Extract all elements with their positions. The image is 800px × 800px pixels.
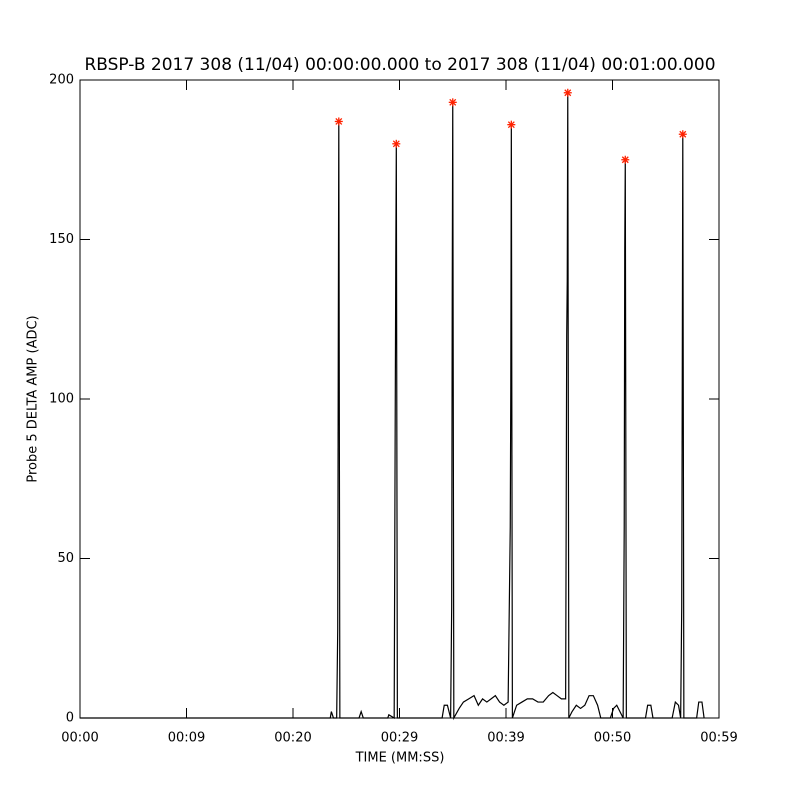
peak-marker	[678, 130, 687, 139]
chart-title: RBSP-B 2017 308 (11/04) 00:00:00.000 to …	[84, 55, 715, 75]
marker-stroke	[564, 89, 572, 97]
x-axis-label: TIME (MM:SS)	[355, 751, 445, 766]
x-tick-label: 00:20	[274, 731, 311, 746]
y-tick-label: 50	[57, 551, 74, 566]
y-axis-label: Probe 5 DELTA AMP (ADC)	[26, 315, 41, 482]
y-tick-label: 0	[66, 711, 74, 726]
peak-marker	[507, 120, 516, 129]
marker-stroke	[392, 140, 400, 148]
peak-marker	[621, 155, 630, 164]
x-tick-label: 00:59	[700, 731, 737, 746]
y-tick-label: 150	[49, 232, 74, 247]
marker-stroke	[335, 118, 343, 125]
x-tick-label: 00:00	[61, 731, 98, 746]
peak-marker	[334, 117, 343, 126]
x-tick-label: 00:39	[487, 731, 524, 746]
data-line	[80, 92, 705, 721]
y-tick-label: 100	[49, 392, 74, 407]
x-tick-label: 00:09	[168, 731, 205, 746]
x-tick-label: 00:50	[594, 731, 631, 746]
peak-marker	[563, 88, 572, 97]
marker-stroke	[621, 156, 629, 164]
marker-stroke	[679, 130, 687, 138]
x-tick-label: 00:29	[381, 731, 418, 746]
peak-marker	[448, 98, 457, 107]
marker-stroke	[449, 98, 457, 106]
y-tick-label: 200	[49, 73, 74, 88]
peak-marker	[392, 139, 401, 148]
marker-stroke	[507, 121, 515, 129]
